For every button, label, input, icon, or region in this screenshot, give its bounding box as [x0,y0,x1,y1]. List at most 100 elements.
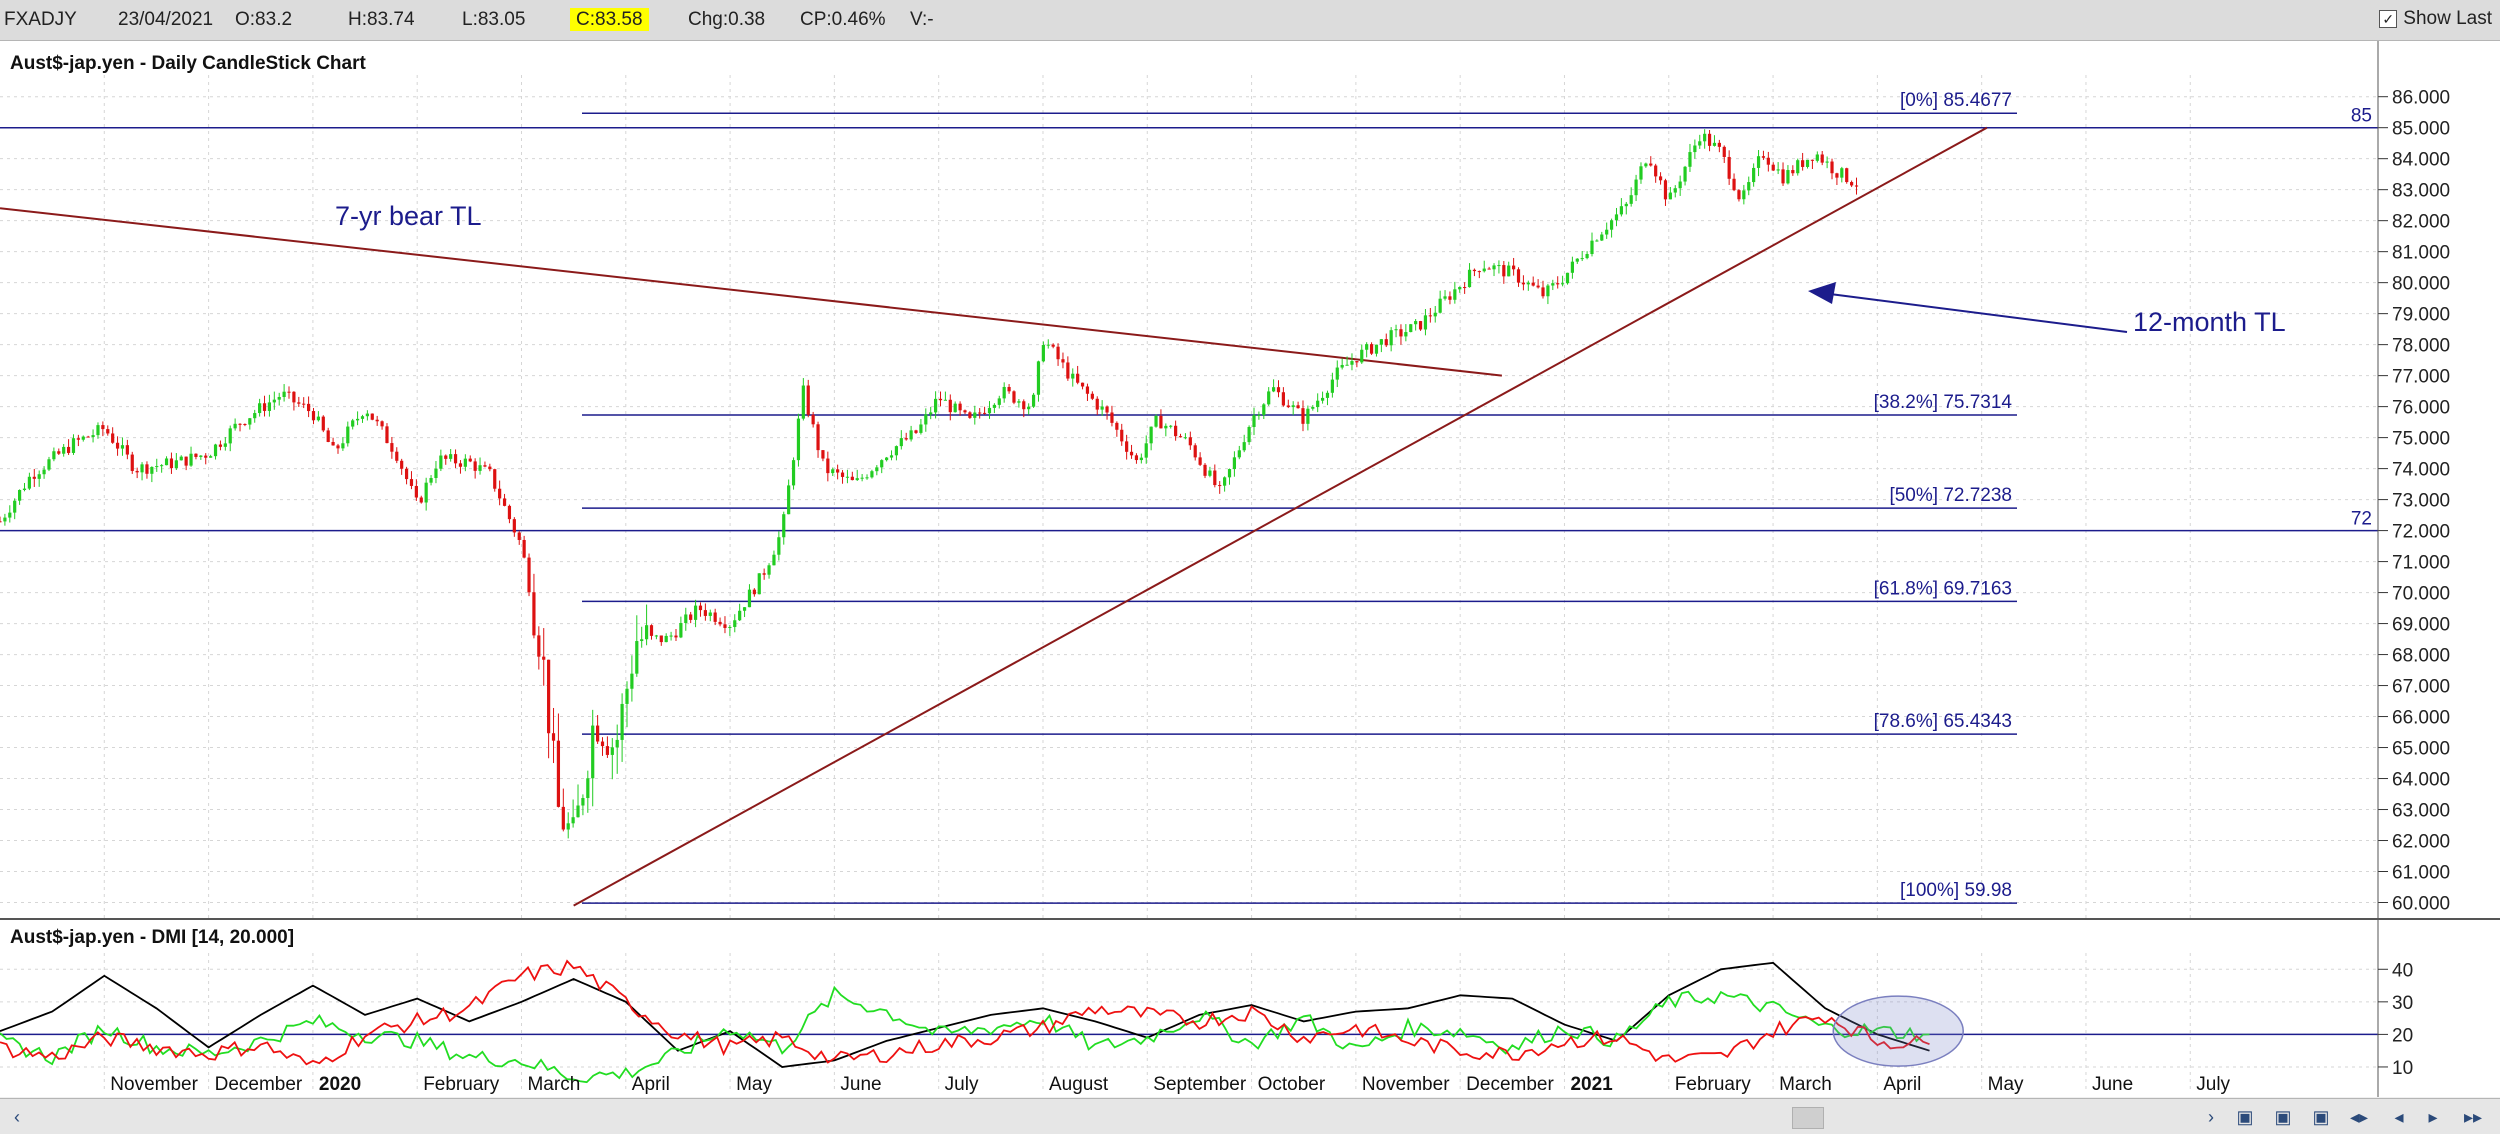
zoom-in-icon[interactable]: ▣ [2274,1107,2292,1127]
candle-body [1271,387,1276,392]
scroll-thumb[interactable] [1792,1107,1824,1129]
candle-body [160,465,164,467]
zoom-fit-icon[interactable]: ▣ [2236,1107,2254,1127]
price-tick-label: 60.000 [2392,894,2450,915]
price-tick-label: 79.000 [2392,305,2450,326]
candlesticks [0,129,1859,839]
candle-body [27,476,31,489]
time-tick-label: July [2196,1074,2230,1095]
candle-body [738,610,742,621]
candle-body [1781,169,1785,184]
candle-body [1693,145,1697,153]
candle-body [218,444,223,447]
next-page-icon[interactable]: ▸ [2428,1107,2438,1127]
candle-body [772,554,776,566]
candle-body [1232,457,1237,470]
candle-body [179,456,183,461]
prev-page-icon[interactable]: ◂ [2394,1107,2404,1127]
chart-area[interactable]: [0%] 85.4677 [38.2%] 75.7314 [50%] 72.7238… [0,41,2500,1097]
candle-body [1404,332,1408,337]
candle-body [184,456,188,466]
candle-body [282,391,286,398]
candle-body [669,635,673,637]
zoom-out-icon[interactable]: ▣ [2312,1107,2330,1127]
candle-body [1022,401,1026,410]
quote-header: FXADJY 23/04/2021 O:83.2 H:83.74 L:83.05… [0,0,2500,41]
candle-body [1845,168,1849,183]
candle-body [1002,386,1006,399]
candle-body [757,573,761,595]
candle-body [733,620,737,627]
candle-body [997,398,1001,405]
candle-body [1384,339,1388,346]
time-tick-label: April [632,1074,670,1095]
candle-body [453,454,458,464]
candle-body [679,623,683,638]
candle-body [409,479,414,486]
show-last-checkbox[interactable]: ✓ [2379,10,2398,28]
candle-body [649,625,654,636]
date-label: 23/04/2021 [118,9,214,30]
candle-body [1080,382,1085,387]
bear-tl-annotation: 7-yr bear TL [335,201,482,231]
candle-body [747,589,752,608]
candle-body [488,466,492,470]
candle-body [434,468,438,479]
candle-body [115,442,120,449]
first-page-icon[interactable]: ◂▸ [2349,1107,2369,1127]
candle-body [1516,269,1521,283]
candle-body [267,402,272,411]
candle-body [1144,443,1148,458]
candle-body [1639,166,1643,180]
candle-body [106,429,110,434]
last-page-icon[interactable]: ▸▸ [2463,1107,2483,1127]
candle-body [919,424,923,433]
candle-body [762,573,766,575]
candle-body [150,467,154,474]
candle-body [204,455,208,458]
candle-body [1125,441,1129,452]
price-tick-label: 62.000 [2392,832,2450,853]
candle-body [1673,188,1677,193]
candle-body [968,412,972,418]
time-tick-label: February [1675,1074,1752,1095]
show-last-toggle[interactable]: ✓ Show Last [2379,8,2492,30]
time-tick-label: April [1883,1074,1921,1095]
candle-body [258,403,262,414]
price-tick-label: 73.000 [2392,491,2450,512]
candle-body [1438,298,1442,313]
candle-body [1345,364,1349,366]
candle-body [1262,404,1266,416]
candle-body [1223,477,1227,486]
candle-body [341,443,345,449]
time-tick-label: May [736,1074,772,1095]
candle-body [953,403,957,413]
candle-body [483,465,487,467]
candle-body [1174,425,1178,437]
candle-body [326,430,330,442]
candle-body [57,451,61,454]
candle-body [816,424,820,451]
candle-body [292,391,296,403]
candle-body [1071,373,1075,379]
candle-body [8,512,12,518]
candle-body [1688,152,1692,167]
time-tick-label: September [1153,1074,1247,1095]
candle-body [1835,173,1839,178]
candle-body [1198,457,1202,465]
candle-body [777,537,781,555]
candle-body [1796,160,1800,174]
candle-body [1374,344,1379,354]
fibonacci-levels: [0%] 85.4677 [38.2%] 75.7314 [50%] 72.7238… [582,90,2017,904]
candle-body [1752,167,1756,183]
scroll-left-icon[interactable]: ‹ [14,1107,20,1127]
scroll-right-icon[interactable]: › [2208,1107,2214,1127]
scroll-bar[interactable]: ‹ › ▣ ▣ ▣ ◂▸ ◂ ▸ ▸▸ [0,1098,2500,1134]
candle-body [1551,283,1555,286]
candle-body [1472,269,1477,272]
candle-body [0,521,2,523]
candle-body [316,416,320,421]
candle-body [1061,359,1065,363]
chart-annotations: Aust$-jap.yen - Daily CandleStick Chart … [10,53,2286,948]
price-tick-label: 72.000 [2392,522,2450,543]
